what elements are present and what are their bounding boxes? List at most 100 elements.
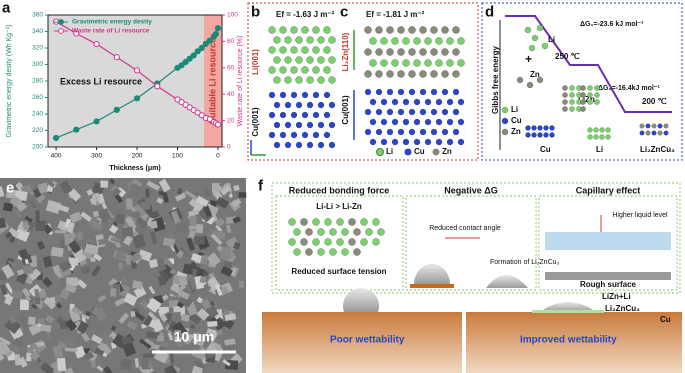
legend-swatch xyxy=(432,148,440,156)
grain xyxy=(121,335,133,345)
atom xyxy=(587,85,593,91)
atom xyxy=(386,26,394,34)
grain xyxy=(29,200,37,209)
grain xyxy=(81,313,90,320)
grain xyxy=(0,185,5,199)
atom xyxy=(424,98,432,106)
grain xyxy=(162,193,169,203)
grain xyxy=(220,185,232,196)
grain xyxy=(72,199,78,205)
annotation: Excess Li resource xyxy=(60,76,142,86)
grain xyxy=(188,209,199,217)
atom xyxy=(435,59,443,67)
grain xyxy=(193,235,205,245)
atom xyxy=(397,108,405,116)
atom xyxy=(594,99,600,105)
atom xyxy=(288,218,296,226)
atom xyxy=(441,128,449,136)
data-point xyxy=(214,121,222,128)
data-point xyxy=(93,40,100,48)
rough-surface xyxy=(545,272,671,280)
grain xyxy=(133,310,146,322)
atom xyxy=(364,128,372,136)
grain xyxy=(174,192,187,202)
atom xyxy=(268,26,276,34)
data-point xyxy=(154,83,161,90)
atom xyxy=(284,36,292,44)
grain xyxy=(134,358,140,368)
atom xyxy=(430,128,438,136)
atom xyxy=(524,26,532,34)
atom xyxy=(353,248,361,256)
grain xyxy=(34,288,41,300)
grain xyxy=(56,357,67,372)
atom xyxy=(446,59,454,67)
grain xyxy=(93,306,107,322)
atom xyxy=(402,98,410,106)
grain xyxy=(32,188,42,199)
atom xyxy=(531,125,537,131)
grain xyxy=(98,207,112,223)
grain xyxy=(97,340,113,357)
grain xyxy=(99,330,110,345)
atom xyxy=(605,127,611,133)
atom xyxy=(317,228,325,236)
atom xyxy=(593,134,599,140)
grain xyxy=(65,318,78,332)
grain xyxy=(50,246,64,258)
atom xyxy=(295,76,303,84)
grain xyxy=(146,180,161,191)
atom xyxy=(323,66,331,74)
atom xyxy=(273,76,281,84)
atom xyxy=(364,108,372,116)
atom xyxy=(663,123,669,129)
grain xyxy=(0,339,11,356)
data-point xyxy=(113,106,120,113)
atom xyxy=(364,48,372,56)
atom xyxy=(284,101,292,109)
grain xyxy=(194,359,206,371)
grain xyxy=(35,210,40,222)
atom xyxy=(360,218,368,226)
grain xyxy=(64,218,72,229)
grain xyxy=(49,360,64,373)
atom xyxy=(537,125,543,131)
grain xyxy=(200,254,209,265)
grain xyxy=(4,349,13,358)
atom xyxy=(408,48,416,56)
atom xyxy=(284,121,292,129)
atom xyxy=(516,76,524,84)
atom xyxy=(587,92,593,98)
atom xyxy=(587,99,593,105)
atom xyxy=(323,131,331,139)
atom xyxy=(413,118,421,126)
atom xyxy=(375,48,383,56)
atom xyxy=(369,37,377,45)
grain xyxy=(71,307,84,316)
atom xyxy=(651,123,657,129)
atom xyxy=(645,123,651,129)
atom xyxy=(402,37,410,45)
atom xyxy=(312,26,320,34)
atom xyxy=(397,88,405,96)
atom xyxy=(268,131,276,139)
grain xyxy=(52,264,64,280)
excess-region xyxy=(48,15,204,147)
atom xyxy=(290,46,298,54)
grain xyxy=(177,289,190,300)
panel-frame xyxy=(271,182,681,294)
atom xyxy=(312,238,320,246)
atom xyxy=(293,248,301,256)
caption: Improved wettability xyxy=(520,335,617,346)
atom xyxy=(341,248,349,256)
grain xyxy=(90,257,96,262)
atom xyxy=(323,91,331,99)
atom xyxy=(301,111,309,119)
grain xyxy=(94,348,105,357)
grain xyxy=(215,329,223,336)
grain xyxy=(162,237,176,247)
atom xyxy=(402,138,410,146)
atom xyxy=(413,37,421,45)
relation: Li-Li > Li-Zn xyxy=(316,202,362,211)
panel-frame xyxy=(247,2,479,161)
